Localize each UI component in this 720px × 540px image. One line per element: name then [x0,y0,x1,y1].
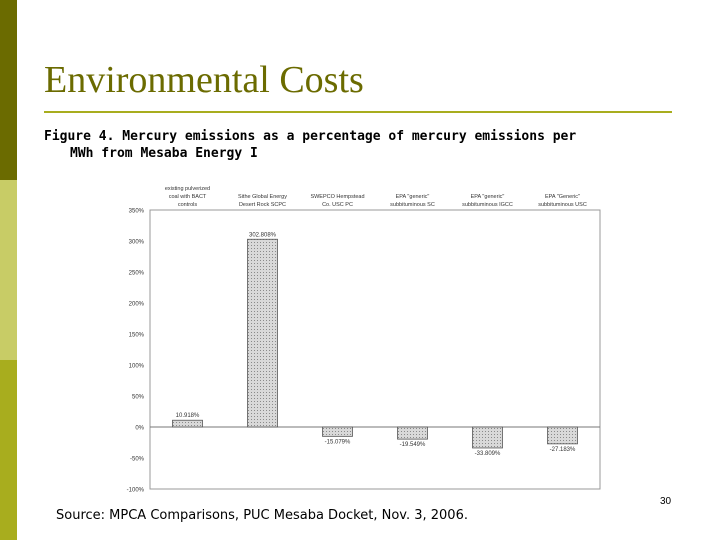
bar [547,426,578,445]
bar [172,419,203,428]
y-tick-label: 100% [129,364,145,370]
y-tick-label: 150% [129,333,145,339]
category-label-line: Sithe Global Energy [238,194,287,200]
category-label-line: SWEPCO Hempstead [310,194,364,200]
bar-chart: 350% 300% 250% 200% 150% 100% 50% 0% -50% -100% e… [127,186,601,494]
caption-line-2: MWh from Mesaba Energy I [70,146,258,161]
category-label-line: EPA "generic" [471,194,505,200]
category-label-line: subbituminous USC [538,202,587,208]
category-label-line: Co. USC PC [322,202,353,208]
figure-caption: Figure 4. Mercury emissions as a percent… [44,128,644,162]
category-label-line: controls [178,202,198,208]
category-label: existing pulverized coal with BACT control… [165,186,210,208]
bar [322,426,353,437]
category-label-line: coal with BACT [169,194,207,200]
category-label: EPA "Generic" subbituminous USC [538,194,587,208]
category-label-line: EPA "generic" [396,194,430,200]
category-label-line: subbituminous IGCC [462,202,513,208]
y-tick-label: 350% [129,209,145,215]
y-tick-label: 50% [132,395,145,401]
category-label: EPA "generic" subbituminous IGCC [462,194,513,208]
bar [472,426,503,449]
y-tick-label: 250% [129,271,145,277]
sidebar-band-bottom [0,360,17,540]
category-label-line: subbituminous SC [390,202,435,208]
data-label: 10.918% [176,413,200,419]
data-label: 302.808% [249,232,277,238]
title-underline [44,111,672,113]
y-tick-label: 300% [129,240,145,246]
caption-line-1: Figure 4. Mercury emissions as a percent… [44,129,577,144]
sidebar-band-top [0,0,17,180]
slide-title: Environmental Costs [44,59,364,101]
source-note: Source: MPCA Comparisons, PUC Mesaba Doc… [56,508,468,523]
category-label-line: existing pulverized [165,186,210,192]
y-tick-label: -100% [127,488,145,494]
data-label: -15.079% [325,439,351,445]
sidebar-band-middle [0,180,17,360]
page-number: 30 [660,496,672,507]
y-tick-label: 200% [129,302,145,308]
category-label-line: EPA "Generic" [545,194,580,200]
category-label: Sithe Global Energy Desert Rock SCPC [238,194,287,208]
bar [247,238,278,428]
category-label: EPA "generic" subbituminous SC [390,194,435,208]
plot-area [149,209,601,490]
data-label: -33.809% [475,451,501,457]
y-tick-label: -50% [130,457,145,463]
bar [397,426,428,440]
data-label: -19.549% [400,442,426,448]
category-label-line: Desert Rock SCPC [239,202,286,208]
y-tick-label: 0% [135,426,144,432]
data-label: -27.183% [550,447,576,453]
category-label: SWEPCO Hempstead Co. USC PC [310,194,364,208]
